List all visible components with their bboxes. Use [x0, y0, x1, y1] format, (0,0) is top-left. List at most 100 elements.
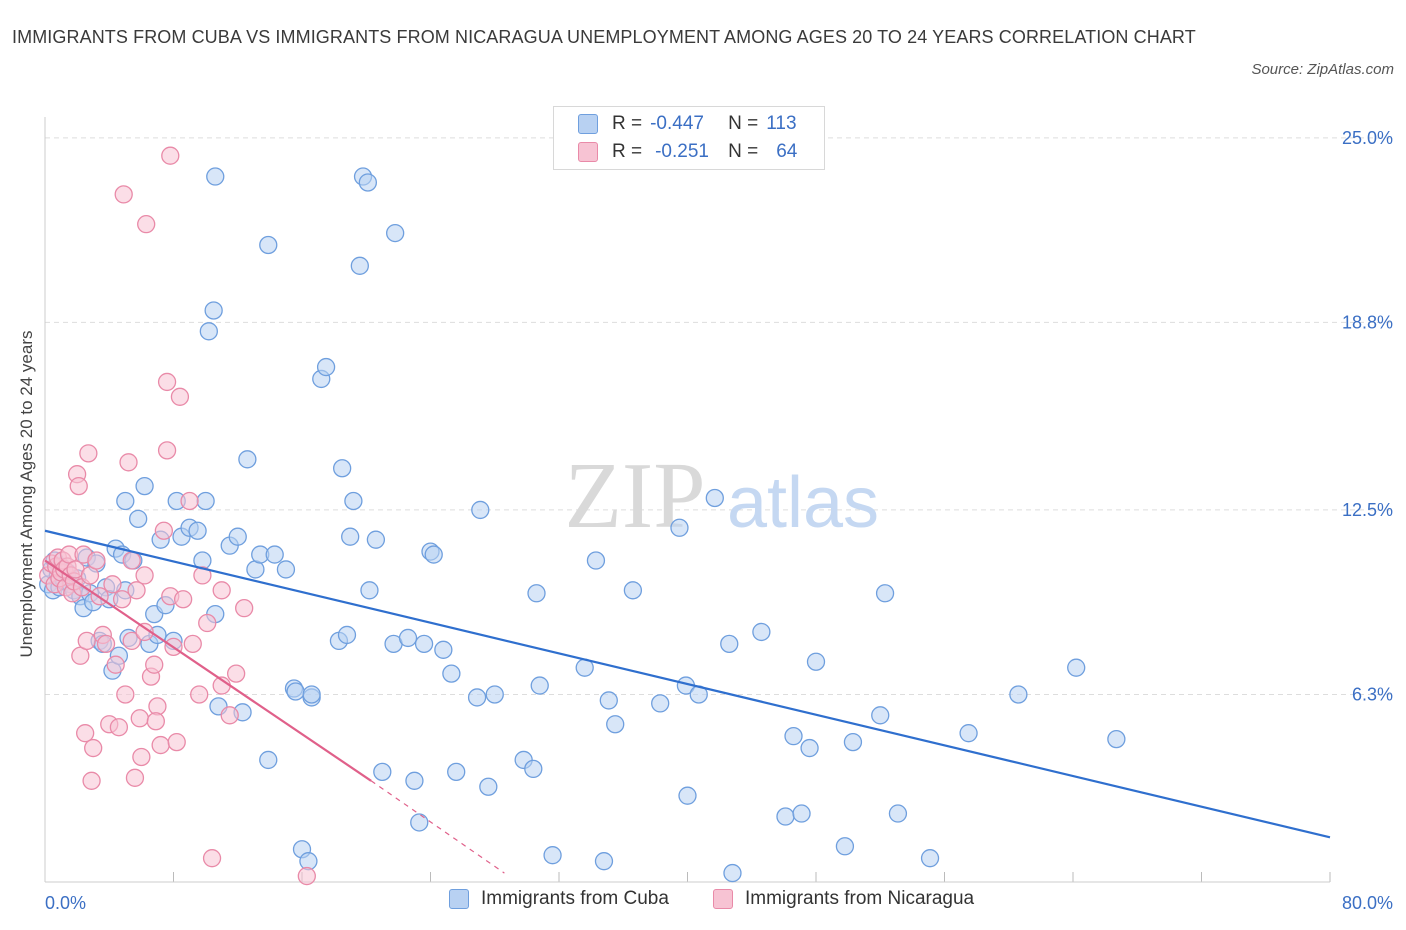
cuba-point	[1107, 729, 1126, 749]
source-label: Source: ZipAtlas.com	[1251, 61, 1394, 78]
cuba-point	[434, 640, 453, 659]
cuba-point	[228, 527, 247, 546]
nicaragua-point	[109, 718, 129, 737]
cuba-point	[360, 581, 379, 600]
cuba-point	[1009, 685, 1028, 704]
cuba-point	[302, 685, 321, 704]
cuba-point	[238, 450, 257, 469]
cuba-point	[752, 622, 771, 642]
cuba-point	[543, 846, 562, 865]
nicaragua-point	[157, 372, 177, 392]
legend-r-label: R =	[612, 113, 643, 134]
nicaragua-trend-extension	[370, 780, 505, 874]
legend-r-value: -0.251	[655, 141, 709, 162]
cuba-point	[623, 581, 643, 600]
legend-r-value: -0.447	[650, 113, 704, 134]
x-tick-label: 80.0%	[1342, 893, 1393, 913]
cuba-point	[344, 491, 363, 511]
nicaragua-point	[180, 491, 199, 511]
nicaragua-point	[145, 655, 164, 674]
cuba-point	[414, 634, 434, 654]
nicaragua-point	[127, 581, 146, 600]
cuba-point	[410, 813, 429, 832]
legend-n-label: N =	[728, 141, 759, 162]
nicaragua-point	[125, 768, 145, 787]
cuba-point	[806, 652, 826, 671]
cuba-point	[350, 256, 369, 275]
legend-n-label: N =	[728, 113, 759, 134]
cuba-point	[129, 509, 148, 528]
cuba-point	[1067, 658, 1086, 677]
cuba-point	[276, 560, 296, 579]
cuba-point	[871, 706, 890, 725]
axis-tick-labels: 6.3% 12.5% 18.8% 25.0% 0.0% 80.0%	[45, 128, 1393, 913]
nicaragua-point	[170, 387, 190, 406]
nicaragua-point	[87, 551, 106, 570]
nicaragua-point	[96, 634, 116, 654]
cuba-point	[265, 545, 284, 564]
legend-n-value: 64	[776, 141, 798, 162]
cuba-point	[835, 837, 855, 856]
cuba-point	[527, 584, 546, 603]
cuba-point	[959, 724, 978, 743]
legend-n-value: 113	[766, 113, 797, 134]
nicaragua-point	[112, 590, 132, 609]
cuba-point	[530, 676, 549, 695]
cuba-point	[875, 584, 895, 603]
cuba-trend-line	[44, 529, 1331, 839]
nicaragua-point	[198, 613, 217, 633]
cuba-point	[386, 223, 405, 243]
legend-swatch-nicaragua	[578, 142, 598, 162]
cuba-point	[524, 759, 543, 779]
cuba-point	[843, 732, 863, 752]
cuba-point	[776, 807, 795, 826]
y-tick-label: 12.5%	[1342, 500, 1393, 520]
cuba-point	[337, 625, 357, 645]
nicaragua-point	[77, 631, 96, 651]
cuba-point	[599, 691, 618, 710]
bottom-legend-cuba: Immigrants from Cuba	[449, 888, 669, 910]
cuba-point	[670, 518, 689, 537]
nicaragua-point	[106, 655, 125, 674]
nicaragua-point	[202, 849, 222, 868]
y-tick-label: 6.3%	[1352, 684, 1393, 704]
y-tick-label: 25.0%	[1342, 128, 1393, 148]
correlation-legend: R = -0.447 N = 113 R = -0.251 N = 64	[553, 106, 825, 170]
cuba-point	[651, 694, 670, 713]
cuba-point	[405, 771, 424, 790]
cuba-point	[199, 322, 218, 341]
cuba-point	[888, 804, 908, 823]
cuba-point	[398, 628, 418, 648]
nicaragua-point	[151, 735, 170, 755]
chart-title: IMMIGRANTS FROM CUBA VS IMMIGRANTS FROM …	[12, 27, 1196, 47]
legend-row-cuba: R = -0.447 N = 113	[578, 111, 797, 137]
legend-r-label: R =	[612, 141, 643, 162]
nicaragua-point	[161, 146, 180, 165]
cuba-point	[705, 488, 724, 508]
cuba-point	[678, 786, 697, 805]
nicaragua-point	[130, 709, 149, 728]
cuba-point	[259, 750, 278, 770]
cuba-point	[188, 521, 207, 540]
y-tick-label: 18.8%	[1342, 312, 1393, 332]
legend-swatch-cuba	[578, 114, 598, 134]
cuba-point	[196, 491, 215, 511]
cuba-point	[467, 688, 487, 707]
nicaragua-point	[114, 185, 133, 204]
nicaragua-point	[122, 631, 141, 651]
nicaragua-point	[157, 441, 177, 460]
nicaragua-point	[212, 581, 231, 600]
cuba-point	[447, 762, 466, 782]
nicaragua-point	[297, 866, 316, 886]
cuba-point	[135, 476, 154, 496]
cuba-point	[341, 527, 360, 546]
nicaragua-points	[39, 146, 316, 886]
cuba-point	[606, 715, 625, 734]
cuba-point	[800, 738, 819, 758]
nicaragua-point	[235, 598, 254, 618]
nicaragua-trend-line	[44, 559, 372, 782]
nicaragua-point	[135, 622, 154, 642]
nicaragua-point	[167, 732, 186, 752]
gridlines	[44, 117, 1395, 883]
